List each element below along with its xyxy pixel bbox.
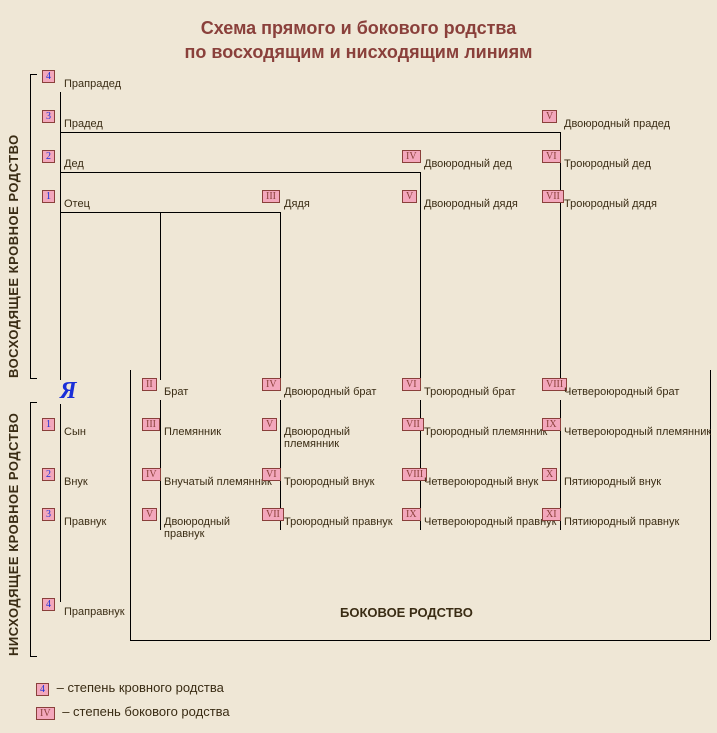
kin-node-5_vnuk: Пятиюродный внук xyxy=(564,476,661,488)
lateral-degree-badge: XI xyxy=(542,508,561,521)
kin-node-chet_brat: Четвероюродный брат xyxy=(564,386,679,398)
lateral-degree-badge: VI xyxy=(542,150,561,163)
kin-node-tr_plem: Троюродный племянник xyxy=(424,426,547,438)
kin-node-dv_plem: Двоюродный племянник xyxy=(284,426,350,450)
kin-node-5_prav: Пятиюродный правнук xyxy=(564,516,679,528)
lateral-degree-badge: V xyxy=(142,508,157,521)
blood-degree-badge: 4 xyxy=(42,598,55,611)
blood-degree-badge: 2 xyxy=(42,468,55,481)
kin-node-tr_vnuk: Троюродный внук xyxy=(284,476,374,488)
kin-node-dvoyr_praded: Двоюродный прадед xyxy=(564,118,670,130)
kin-node-ded: Дед xyxy=(64,158,84,170)
lateral-degree-badge: VII xyxy=(402,418,424,431)
lateral-degree-badge: V xyxy=(542,110,557,123)
blood-degree-badge: 4 xyxy=(42,70,55,83)
kin-node-dv_prav: Двоюродный правнук xyxy=(164,516,230,540)
blood-degree-badge: 1 xyxy=(42,190,55,203)
kin-node-plem: Племянник xyxy=(164,426,221,438)
blood-degree-badge: 2 xyxy=(42,150,55,163)
blood-degree-badge: 1 xyxy=(42,418,55,431)
kin-node-troyr_brat: Троюродный брат xyxy=(424,386,516,398)
kinship-diagram: Схема прямого и бокового родства по восхо… xyxy=(0,0,717,733)
lateral-degree-badge: II xyxy=(142,378,157,391)
legend-side: IV – степень бокового родства xyxy=(36,704,230,720)
kin-node-ch_vnuk: Четвероюродный внук xyxy=(424,476,538,488)
diagram-title-2: по восходящим и нисходящим линиям xyxy=(0,42,717,63)
lateral-degree-badge: VII xyxy=(542,190,564,203)
lateral-degree-badge: IV xyxy=(402,150,421,163)
kin-node-pravnuk: Правнук xyxy=(64,516,106,528)
lateral-degree-badge: III xyxy=(142,418,160,431)
lateral-degree-badge: III xyxy=(262,190,280,203)
blood-degree-badge: 3 xyxy=(42,110,55,123)
lateral-degree-badge: IX xyxy=(542,418,561,431)
kin-node-prapravnuk: Праправнук xyxy=(64,606,125,618)
kin-node-tr_prav: Троюродный правнук xyxy=(284,516,393,528)
kin-node-syn: Сын xyxy=(64,426,86,438)
kin-node-otec: Отец xyxy=(64,198,90,210)
kin-node-dvoyr_ded: Двоюродный дед xyxy=(424,158,512,170)
kin-node-brat: Брат xyxy=(164,386,188,398)
ascending-label: ВОСХОДЯЩЕЕ КРОВНОЕ РОДСТВО xyxy=(6,74,21,378)
lateral-degree-badge: VII xyxy=(262,508,284,521)
lateral-degree-badge: VI xyxy=(262,468,281,481)
kin-node-dvoyr_brat: Двоюродный брат xyxy=(284,386,376,398)
lateral-degree-badge: IV xyxy=(262,378,281,391)
lateral-degree-badge: X xyxy=(542,468,557,481)
descending-label: НИСХОДЯЩЕЕ КРОВНОЕ РОДСТВО xyxy=(6,402,21,656)
kin-node-troyr_ded: Троюродный дед xyxy=(564,158,651,170)
blood-degree-badge: 3 xyxy=(42,508,55,521)
lateral-degree-badge: V xyxy=(402,190,417,203)
kin-node-praded: Прадед xyxy=(64,118,103,130)
kin-node-dyadya: Дядя xyxy=(284,198,310,210)
kin-node-praprad: Прапрадед xyxy=(64,78,121,90)
legend-side-badge: IV xyxy=(36,707,55,720)
kin-node-ch_plem: Четвероюродный племянник xyxy=(564,426,711,438)
kin-node-vnuk: Внук xyxy=(64,476,88,488)
lateral-degree-badge: V xyxy=(262,418,277,431)
diagram-title-1: Схема прямого и бокового родства xyxy=(0,18,717,39)
lateral-degree-badge: IX xyxy=(402,508,421,521)
ego-self: Я xyxy=(60,378,77,405)
lateral-kinship-label: БОКОВОЕ РОДСТВО xyxy=(340,605,473,620)
legend-blood-badge: 4 xyxy=(36,683,49,696)
lateral-degree-badge: IV xyxy=(142,468,161,481)
kin-node-vn_plem: Внучатый племянник xyxy=(164,476,272,488)
lateral-degree-badge: VI xyxy=(402,378,421,391)
kin-node-dvoyr_dyadya: Двоюродный дядя xyxy=(424,198,518,210)
kin-node-ch_prav: Четвероюродный правнук xyxy=(424,516,556,528)
kin-node-troyr_dyadya: Троюродный дядя xyxy=(564,198,657,210)
legend-blood: 4 – степень кровного родства xyxy=(36,680,224,696)
